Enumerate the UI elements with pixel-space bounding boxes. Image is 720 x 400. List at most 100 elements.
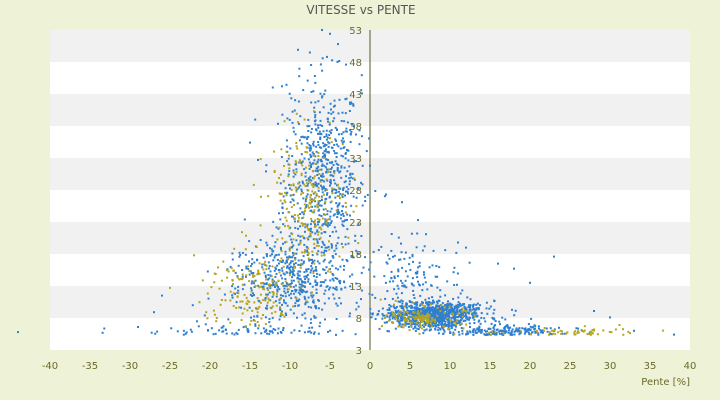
data-point xyxy=(329,286,332,289)
data-point xyxy=(324,89,327,92)
data-point xyxy=(445,310,448,313)
data-point xyxy=(267,195,270,198)
data-point xyxy=(329,221,332,224)
x-tick-label: -5 xyxy=(325,361,335,372)
data-point xyxy=(383,275,386,278)
data-point xyxy=(287,288,290,291)
data-point xyxy=(310,318,312,321)
data-point xyxy=(337,112,340,115)
data-point xyxy=(267,267,270,270)
data-point xyxy=(346,149,349,152)
data-point xyxy=(462,303,465,306)
data-point xyxy=(505,330,508,333)
data-point xyxy=(322,260,325,263)
data-point xyxy=(280,267,283,270)
data-point xyxy=(305,225,308,228)
data-point xyxy=(341,210,343,213)
data-point xyxy=(311,190,314,193)
data-point xyxy=(596,333,599,336)
data-point xyxy=(439,315,442,318)
data-point xyxy=(252,272,255,274)
data-point xyxy=(350,102,353,105)
data-point xyxy=(311,170,314,173)
data-point xyxy=(296,276,299,279)
data-point xyxy=(373,275,376,278)
data-point xyxy=(335,302,338,305)
data-point xyxy=(285,259,288,262)
data-point xyxy=(17,331,19,334)
data-point xyxy=(458,314,461,316)
data-point xyxy=(282,327,285,329)
data-point xyxy=(241,278,244,281)
data-point xyxy=(316,240,319,243)
data-point xyxy=(319,321,322,324)
data-point xyxy=(262,268,265,271)
data-point xyxy=(408,329,411,332)
data-point xyxy=(314,181,317,184)
data-point xyxy=(327,297,330,300)
data-point xyxy=(285,314,288,317)
data-point xyxy=(268,330,271,333)
data-point xyxy=(514,330,517,333)
data-point xyxy=(463,319,466,322)
data-point xyxy=(309,230,312,232)
data-point xyxy=(317,165,320,168)
data-point xyxy=(371,293,374,296)
data-point xyxy=(304,171,307,174)
data-point xyxy=(449,304,452,307)
data-point xyxy=(353,177,355,180)
data-point xyxy=(326,223,329,226)
data-point xyxy=(299,270,302,273)
data-point xyxy=(282,259,284,262)
data-point xyxy=(429,312,432,315)
data-point xyxy=(317,177,320,180)
data-point xyxy=(401,201,403,204)
data-point xyxy=(309,322,312,324)
data-point xyxy=(410,232,413,235)
data-point xyxy=(336,216,339,219)
data-point xyxy=(565,332,568,335)
data-point xyxy=(233,269,235,272)
data-point xyxy=(293,274,296,277)
data-point xyxy=(383,314,386,317)
data-point xyxy=(466,296,469,299)
data-point xyxy=(292,254,295,257)
data-point xyxy=(558,326,560,329)
data-point xyxy=(347,242,350,245)
data-point xyxy=(350,130,353,133)
data-point xyxy=(290,206,293,209)
data-point xyxy=(327,245,330,248)
data-point xyxy=(325,272,327,275)
data-point xyxy=(352,195,355,198)
data-point xyxy=(307,247,310,250)
data-point xyxy=(443,312,446,315)
data-point xyxy=(429,328,432,331)
data-point xyxy=(452,324,455,327)
data-point xyxy=(333,170,336,173)
data-point xyxy=(243,218,246,221)
data-point xyxy=(360,89,363,92)
data-point xyxy=(325,138,328,141)
data-point xyxy=(364,200,367,202)
data-point xyxy=(282,265,285,268)
data-point xyxy=(418,312,421,315)
data-point xyxy=(330,200,333,203)
data-point xyxy=(169,286,171,289)
data-point xyxy=(300,153,303,156)
data-point xyxy=(290,279,293,282)
data-point xyxy=(254,324,257,327)
data-point xyxy=(332,256,335,259)
data-point xyxy=(284,295,287,298)
data-point xyxy=(355,133,357,136)
data-point xyxy=(287,157,290,160)
data-point xyxy=(349,132,352,135)
data-point xyxy=(583,325,586,328)
data-point xyxy=(338,133,340,136)
data-point xyxy=(280,261,283,263)
data-point xyxy=(250,282,253,285)
data-point xyxy=(189,328,192,331)
data-point xyxy=(326,270,329,273)
data-point xyxy=(337,212,340,215)
data-point xyxy=(318,273,321,276)
data-point xyxy=(430,322,432,325)
